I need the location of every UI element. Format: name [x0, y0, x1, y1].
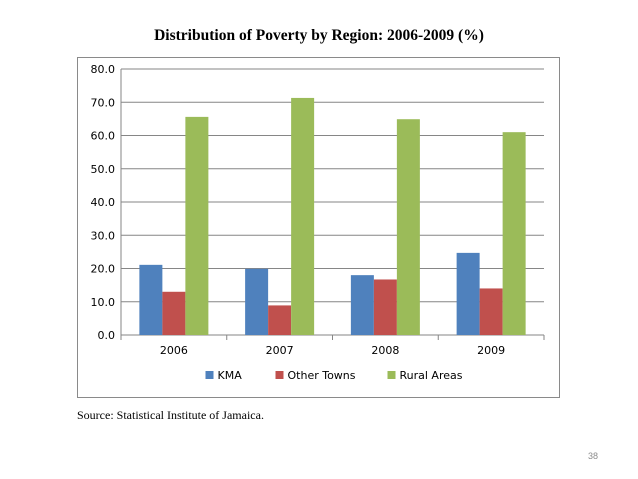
bar-other-towns: [479, 288, 503, 335]
bar-other-towns: [373, 279, 397, 335]
x-tick-label: 2006: [160, 344, 188, 357]
y-tick-label: 30.0: [91, 229, 116, 242]
y-tick-label: 50.0: [91, 163, 116, 176]
y-tick-label: 70.0: [91, 96, 116, 109]
y-tick-label: 80.0: [91, 63, 116, 76]
bar-kma: [350, 275, 374, 335]
y-tick-label: 40.0: [91, 196, 116, 209]
bar-kma: [245, 268, 269, 335]
source-note: Source: Statistical Institute of Jamaica…: [77, 408, 264, 422]
legend-swatch: [387, 371, 396, 379]
bar-other-towns: [162, 291, 186, 335]
legend-label: Other Towns: [288, 369, 356, 382]
chart-area: 0.0 10.0 20.0 30.0 40.0 50.0 60.0 70.0 80.0 2006 2…: [77, 57, 560, 398]
y-tick-label: 60.0: [91, 130, 116, 143]
y-tick-label: 10.0: [91, 296, 116, 309]
x-tick-label: 2009: [477, 344, 505, 357]
chart-title: Distribution of Poverty by Region: 2006-…: [154, 27, 484, 44]
bar-chart: 0.0 10.0 20.0 30.0 40.0 50.0 60.0 70.0 80.0 2006 2…: [91, 63, 545, 382]
bar-other-towns: [268, 305, 292, 335]
legend-swatch: [205, 371, 214, 379]
bar-kma: [456, 252, 480, 335]
bar-kma: [139, 264, 163, 335]
bar-rural-areas: [502, 132, 526, 335]
y-tick-label: 20.0: [91, 263, 116, 276]
page-number: 38: [588, 451, 599, 461]
legend-label: KMA: [218, 369, 243, 382]
bar-rural-areas: [396, 119, 420, 335]
bar-rural-areas: [185, 116, 209, 335]
x-tick-label: 2007: [266, 344, 294, 357]
legend-swatch: [275, 371, 284, 379]
bar-rural-areas: [291, 97, 315, 335]
y-tick-label: 0.0: [98, 329, 116, 342]
legend-label: Rural Areas: [400, 369, 463, 382]
x-tick-label: 2008: [371, 344, 399, 357]
